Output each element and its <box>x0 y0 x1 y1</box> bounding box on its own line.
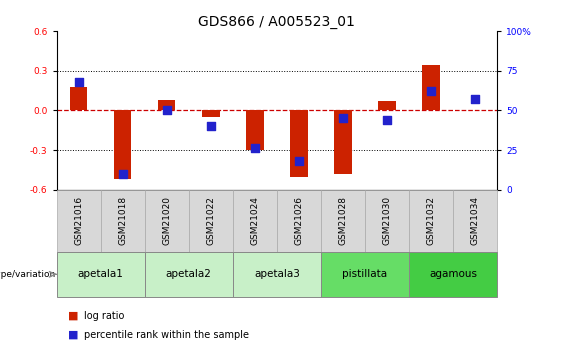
Bar <box>114 110 132 179</box>
Bar <box>69 87 88 110</box>
Bar <box>453 190 497 252</box>
Bar <box>56 190 101 252</box>
Text: GSM21028: GSM21028 <box>338 196 347 245</box>
Bar <box>233 190 277 252</box>
Bar <box>378 101 396 110</box>
Bar <box>290 110 308 177</box>
Point <box>74 79 83 85</box>
Text: GSM21024: GSM21024 <box>250 196 259 245</box>
Bar <box>246 110 264 150</box>
Bar <box>145 252 233 297</box>
Bar <box>158 100 176 110</box>
Text: GSM21026: GSM21026 <box>294 196 303 245</box>
Text: GSM21018: GSM21018 <box>118 196 127 245</box>
Point <box>294 158 303 164</box>
Bar <box>233 252 321 297</box>
Bar <box>321 190 365 252</box>
Text: apetala3: apetala3 <box>254 269 300 279</box>
Point <box>338 116 347 121</box>
Point <box>427 89 436 94</box>
Bar <box>189 190 233 252</box>
Text: GSM21032: GSM21032 <box>427 196 436 245</box>
Point <box>250 146 259 151</box>
Bar <box>409 190 453 252</box>
Text: GSM21020: GSM21020 <box>162 196 171 245</box>
Text: apetala1: apetala1 <box>77 269 124 279</box>
Text: pistillata: pistillata <box>342 269 388 279</box>
Text: GSM21016: GSM21016 <box>74 196 83 245</box>
Bar <box>422 66 440 110</box>
Text: GSM21022: GSM21022 <box>206 196 215 245</box>
Bar <box>202 110 220 117</box>
Bar <box>145 190 189 252</box>
Bar <box>409 252 497 297</box>
Bar <box>56 252 145 297</box>
Bar <box>101 190 145 252</box>
Text: ■: ■ <box>68 311 79 321</box>
Point <box>206 124 215 129</box>
Point <box>162 108 171 113</box>
Bar <box>334 110 352 174</box>
Point <box>118 171 127 177</box>
Text: agamous: agamous <box>429 269 477 279</box>
Point <box>471 97 480 102</box>
Point <box>383 117 392 123</box>
Bar <box>277 190 321 252</box>
Bar <box>321 252 409 297</box>
Text: GSM21034: GSM21034 <box>471 196 480 245</box>
Text: GSM21030: GSM21030 <box>383 196 392 245</box>
Text: genotype/variation: genotype/variation <box>0 270 55 279</box>
Text: ■: ■ <box>68 330 79 339</box>
Bar <box>365 190 409 252</box>
Text: log ratio: log ratio <box>84 311 124 321</box>
Text: percentile rank within the sample: percentile rank within the sample <box>84 330 249 339</box>
Text: apetala2: apetala2 <box>166 269 212 279</box>
Title: GDS866 / A005523_01: GDS866 / A005523_01 <box>198 14 355 29</box>
